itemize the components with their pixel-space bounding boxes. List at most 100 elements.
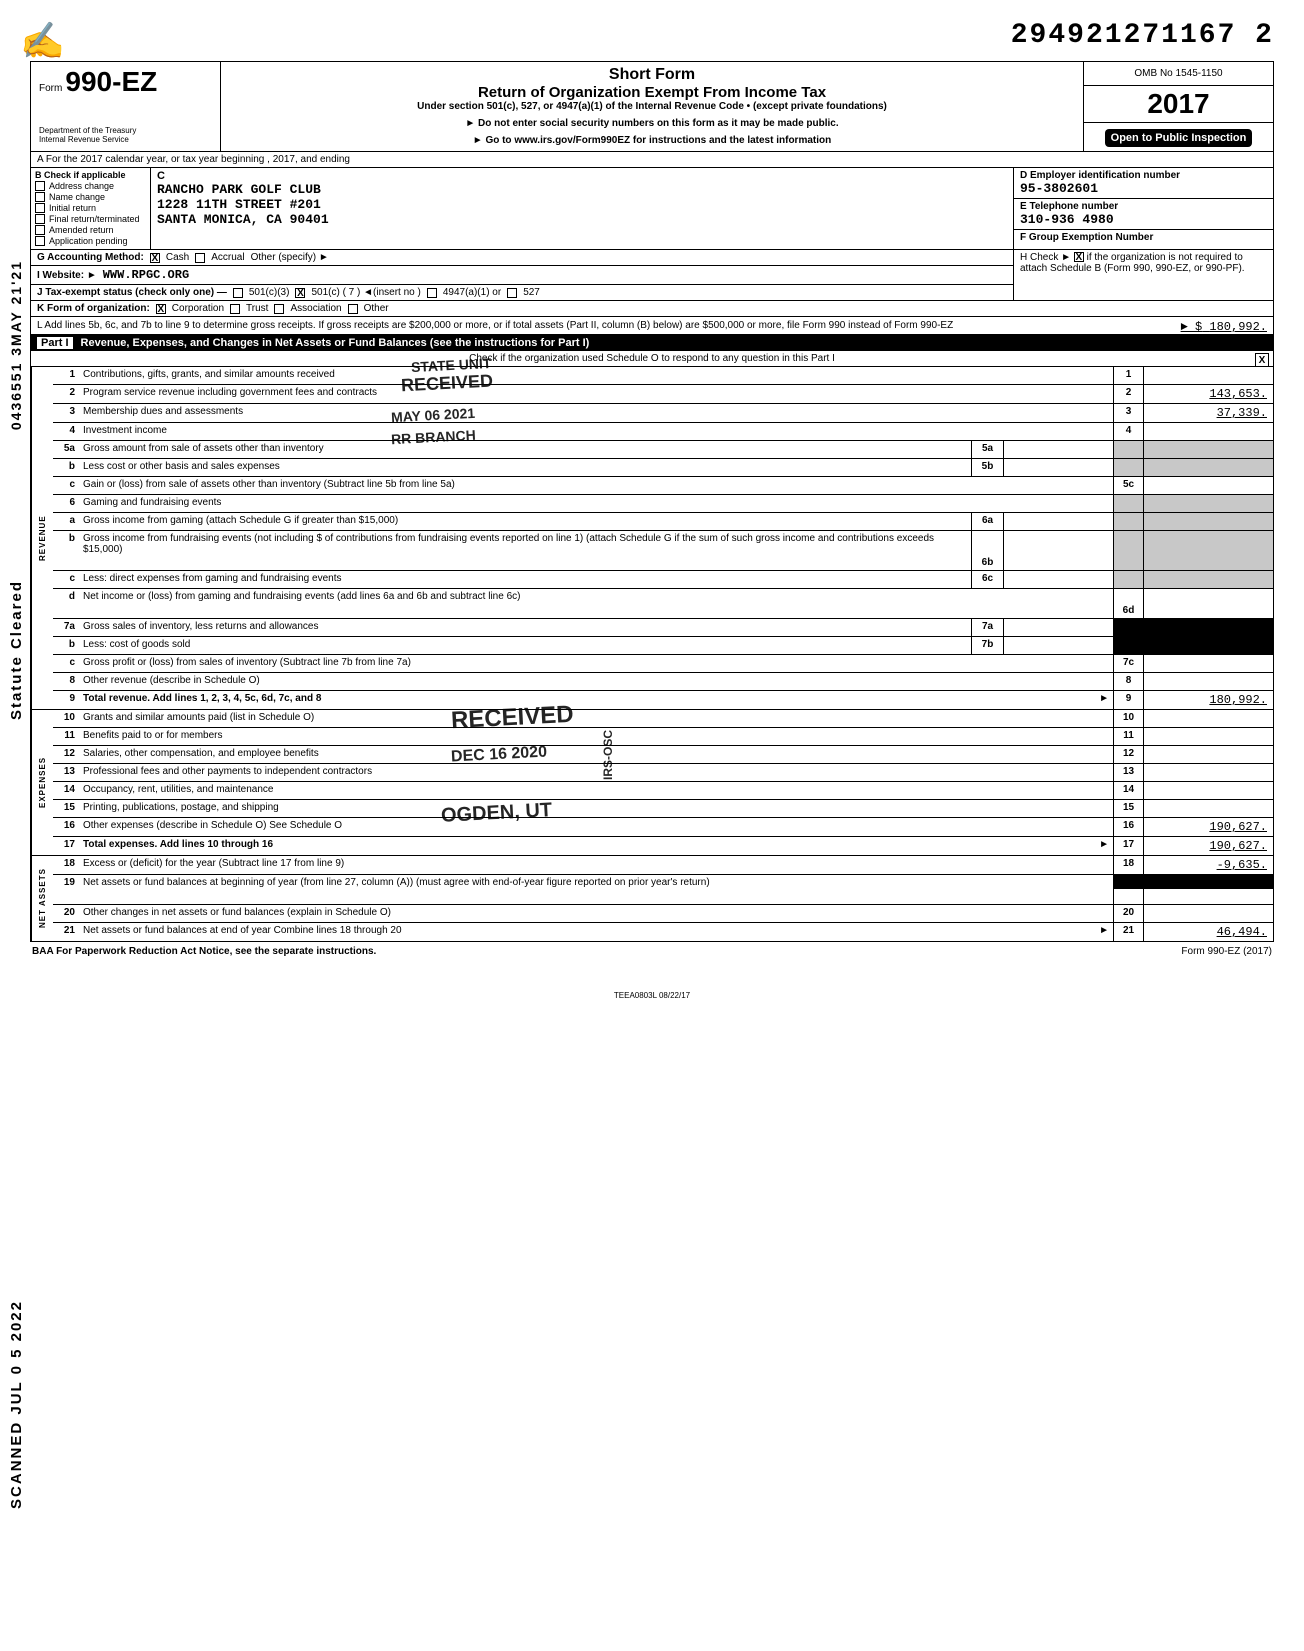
footer-center-code: TEEA0803L 08/22/17 [30,991,1274,1000]
rv17: 190,627. [1143,837,1273,855]
t18: Excess or (deficit) for the year (Subtra… [79,856,1113,874]
note-ssn: ► Do not enter social security numbers o… [229,118,1075,129]
chk-corporation[interactable] [156,304,166,314]
omb-number: OMB No 1545-1150 [1084,62,1273,86]
irs-label: Internal Revenue Service [39,135,212,144]
rn5c: 5c [1113,477,1143,494]
n6b: b [53,531,79,570]
t19: Net assets or fund balances at beginning… [79,875,1113,904]
chk-h-schedule-b[interactable] [1074,252,1084,262]
t21-text: Net assets or fund balances at end of ye… [83,925,402,936]
rv5c [1143,477,1273,494]
t7c: Gross profit or (loss) from sales of inv… [79,655,1113,672]
chk-name-change[interactable] [35,192,45,202]
rn16: 16 [1113,818,1143,836]
lbl-cash: Cash [166,252,189,263]
footer-left: BAA For Paperwork Reduction Act Notice, … [32,946,376,957]
rn21: 21 [1113,923,1143,941]
t6d: Net income or (loss) from gaming and fun… [79,589,1113,618]
chk-cash[interactable] [150,253,160,263]
rv10 [1143,710,1273,727]
chk-other-org[interactable] [348,304,358,314]
chk-4947[interactable] [427,288,437,298]
rn19: 19 [1113,875,1143,904]
t5a: Gross amount from sale of assets other t… [79,441,971,458]
chk-sched-o[interactable] [1255,353,1269,367]
rn7a-dark [1113,619,1143,636]
note-url: ► Go to www.irs.gov/Form990EZ for instru… [229,135,1075,146]
form-number: 990-EZ [65,66,157,97]
n19: 19 [53,875,79,904]
signature-mark: ✍ [20,20,65,62]
assets-grid: NET ASSETS 18Excess or (deficit) for the… [31,856,1273,941]
org-addr1: 1228 11TH STREET #201 [157,197,1007,212]
n3: 3 [53,404,79,422]
rv6c-shade [1143,571,1273,588]
row-l: L Add lines 5b, 6c, and 7b to line 9 to … [31,317,1273,335]
n10: 10 [53,710,79,727]
lbl-initial-return: Initial return [49,203,96,213]
n7a: 7a [53,619,79,636]
rv5b-shade [1143,459,1273,476]
chk-accrual[interactable] [195,253,205,263]
chk-501c3[interactable] [233,288,243,298]
t14: Occupancy, rent, utilities, and maintena… [79,782,1113,799]
part1-title: Revenue, Expenses, and Changes in Net As… [81,337,590,349]
rn7b-dark [1113,637,1143,654]
chk-501c[interactable] [295,288,305,298]
n6a: a [53,513,79,530]
form-header: Form 990-EZ Department of the Treasury I… [31,62,1273,152]
rows-gij-h: G Accounting Method: Cash Accrual Other … [31,250,1273,301]
chk-527[interactable] [507,288,517,298]
t21: Net assets or fund balances at end of ye… [79,923,1113,941]
sched-o-text: Check if the organization used Schedule … [469,353,835,364]
t8: Other revenue (describe in Schedule O) [79,673,1113,690]
chk-final-return[interactable] [35,214,45,224]
rv8 [1143,673,1273,690]
rn18: 18 [1113,856,1143,874]
rv6d [1143,589,1273,618]
chk-application-pending[interactable] [35,236,45,246]
n17: 17 [53,837,79,855]
n6d: d [53,589,79,618]
t9: Total revenue. Add lines 1, 2, 3, 4, 5c,… [79,691,1113,709]
rv20 [1143,905,1273,922]
rv6b-shade [1143,531,1273,570]
chk-amended-return[interactable] [35,225,45,235]
mv5a [1003,441,1113,458]
expenses-side-label: EXPENSES [31,710,53,855]
col-c-org-info: C RANCHO PARK GOLF CLUB 1228 11TH STREET… [151,168,1013,249]
chk-association[interactable] [274,304,284,314]
rn2: 2 [1113,385,1143,403]
n8: 8 [53,673,79,690]
l-amount: 180,992. [1209,320,1267,334]
n5c: c [53,477,79,494]
t7b: Less: cost of goods sold [79,637,971,654]
title-return: Return of Organization Exempt From Incom… [229,84,1075,101]
rn3: 3 [1113,404,1143,422]
chk-trust[interactable] [230,304,240,314]
revenue-side-label: REVENUE [31,367,53,709]
t12: Salaries, other compensation, and employ… [79,746,1113,763]
expenses-lines: RECEIVED DEC 16 2020 IRS-OSC OGDEN, UT 1… [53,710,1273,855]
rv7c [1143,655,1273,672]
chk-address-change[interactable] [35,181,45,191]
rn7c: 7c [1113,655,1143,672]
mb5a: 5a [971,441,1003,458]
n18: 18 [53,856,79,874]
mb6c: 6c [971,571,1003,588]
assets-lines: 18Excess or (deficit) for the year (Subt… [53,856,1273,941]
t4: Investment income [79,423,1113,440]
t9-text: Total revenue. Add lines 1, 2, 3, 4, 5c,… [83,693,321,704]
n21: 21 [53,923,79,941]
lbl-address-change: Address change [49,181,114,191]
e-label: E Telephone number [1020,201,1267,212]
title-section: Under section 501(c), 527, or 4947(a)(1)… [229,101,1075,112]
block-bcdef: B Check if applicable Address change Nam… [31,168,1273,250]
tax-year: 2017 [1084,86,1273,122]
t1: Contributions, gifts, grants, and simila… [79,367,1113,384]
chk-initial-return[interactable] [35,203,45,213]
rn19-num: 19 [1123,877,1134,888]
t17-text: Total expenses. Add lines 10 through 16 [83,839,273,850]
d-label: D Employer identification number [1020,170,1267,181]
